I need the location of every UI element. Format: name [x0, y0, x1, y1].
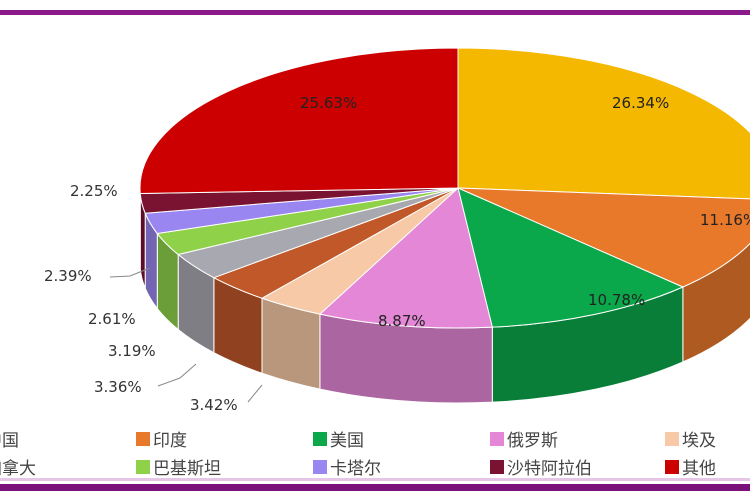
pie-slice-2	[457, 187, 685, 328]
legend-swatch	[136, 459, 150, 474]
legend-swatch	[313, 431, 327, 446]
legend-item: 其他	[665, 454, 716, 479]
legend-label: 印度	[153, 431, 187, 451]
data-label-3: 8.87%	[378, 312, 426, 330]
data-label-10: 25.63%	[300, 94, 357, 112]
legend-label: 中国	[0, 431, 19, 451]
data-label-7: 2.61%	[88, 310, 136, 328]
legend-label: 美国	[330, 431, 364, 451]
legend-label: 加拿大	[0, 459, 36, 479]
bottom-border	[0, 484, 750, 491]
pie-slice-10	[139, 47, 459, 195]
legend-item: 俄罗斯	[490, 426, 558, 451]
legend-swatch	[665, 431, 679, 446]
data-label-4: 3.42%	[190, 396, 238, 414]
legend-item: 卡塔尔	[313, 454, 381, 479]
data-label-8: 2.39%	[44, 267, 92, 285]
pie-chart: 26.34% 11.16% 10.78% 8.87% 3.42% 3.36% 3.19% 2.…	[44, 47, 750, 414]
legend-label: 沙特阿拉伯	[507, 459, 592, 479]
leader-line-8	[109, 267, 151, 278]
leader-line-4	[247, 384, 263, 403]
legend-swatch	[313, 459, 327, 474]
top-border	[0, 10, 750, 15]
legend-item: 加拿大	[0, 454, 36, 479]
legend-item: 印度	[136, 426, 187, 451]
legend-item: 沙特阿拉伯	[490, 454, 592, 479]
data-label-6: 3.19%	[108, 342, 156, 360]
legend-label: 其他	[682, 459, 716, 479]
legend-swatch	[490, 459, 504, 474]
legend-item: 美国	[313, 426, 364, 451]
legend-label: 卡塔尔	[330, 459, 381, 479]
pie-slice-0	[457, 47, 750, 200]
legend-swatch	[490, 431, 504, 446]
legend-label: 俄罗斯	[507, 431, 558, 451]
legend-item: 中国	[0, 426, 19, 451]
legend-item: 巴基斯坦	[136, 454, 221, 479]
data-label-0: 26.34%	[612, 94, 669, 112]
data-label-9: 2.25%	[70, 182, 118, 200]
legend-label: 埃及	[682, 431, 716, 451]
data-label-1: 11.16%	[700, 211, 750, 229]
leader-line-5	[157, 363, 197, 387]
legend-label: 巴基斯坦	[153, 459, 221, 479]
data-label-5: 3.36%	[94, 378, 142, 396]
legend-swatch	[136, 431, 150, 446]
pie-slice-3	[318, 187, 493, 329]
legend: 中国 印度 美国 俄罗斯 埃及加拿大 巴基斯坦 卡塔尔 沙特阿拉伯 其他	[0, 420, 750, 480]
data-label-2: 10.78%	[588, 291, 645, 309]
legend-swatch	[665, 459, 679, 474]
pie-slice-1	[457, 187, 750, 288]
legend-item: 埃及	[665, 426, 716, 451]
bottom-border-light	[0, 478, 750, 481]
